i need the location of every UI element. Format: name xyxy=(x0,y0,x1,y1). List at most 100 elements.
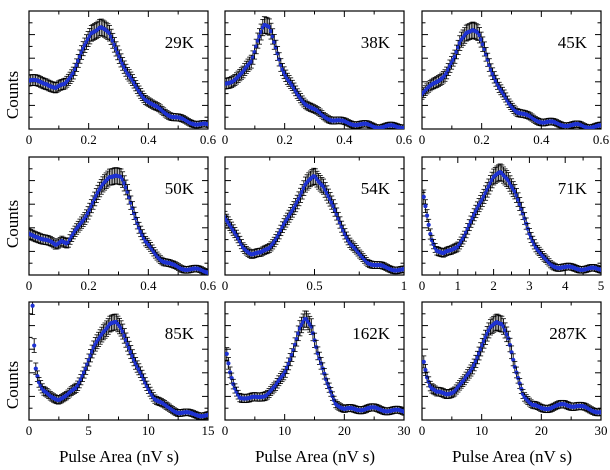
data-point xyxy=(293,203,298,208)
data-point xyxy=(138,370,143,375)
y-axis-label-row-3: Counts xyxy=(3,361,22,409)
data-point xyxy=(118,58,124,63)
data-point xyxy=(140,232,145,237)
x-tick-label: 0.4 xyxy=(533,132,550,147)
temperature-label: 45K xyxy=(558,33,588,52)
data-point xyxy=(334,211,339,217)
data-point xyxy=(297,326,303,331)
data-point xyxy=(481,339,487,344)
data-point xyxy=(465,226,470,231)
data-point xyxy=(475,355,480,360)
data-point xyxy=(501,324,506,329)
data-point xyxy=(509,350,514,355)
data-point xyxy=(517,201,522,207)
data-point xyxy=(401,409,404,414)
data-point xyxy=(449,60,454,65)
panel: 0 0.2 0.4 0.6 29K xyxy=(26,10,217,147)
y-axis-label-row-1: Counts xyxy=(3,71,22,119)
data-point xyxy=(300,189,305,194)
data-point xyxy=(298,193,303,198)
x-tick-label: 0.4 xyxy=(140,278,157,293)
data-point xyxy=(120,61,125,66)
data-point xyxy=(87,207,92,212)
data-point xyxy=(325,381,330,386)
data-point xyxy=(125,189,130,194)
data-point xyxy=(473,209,478,214)
x-tick-label: 20 xyxy=(338,423,351,438)
x-tick-label: 0.6 xyxy=(200,132,217,147)
x-tick-label: 15 xyxy=(202,423,215,438)
data-point xyxy=(78,377,83,382)
data-point xyxy=(514,193,519,198)
x-axis-label-col-3: Pulse Area (nV s) xyxy=(452,447,572,466)
data-point xyxy=(296,196,301,201)
temperature-label: 54K xyxy=(361,179,391,198)
data-point xyxy=(268,29,274,34)
x-tick-label: 30 xyxy=(595,423,608,438)
data-point xyxy=(280,67,285,72)
data-point xyxy=(71,70,76,76)
temperature-label: 38K xyxy=(361,33,391,52)
data-point xyxy=(255,38,260,43)
panel: 0 10 20 30 162K xyxy=(222,301,411,438)
temperature-label: 29K xyxy=(165,33,195,52)
x-tick-label: 0.2 xyxy=(474,132,490,147)
x-tick-label: 20 xyxy=(535,423,548,438)
data-point xyxy=(295,199,300,205)
data-point xyxy=(401,267,404,272)
data-point xyxy=(522,216,527,221)
data-point xyxy=(85,362,90,367)
data-point xyxy=(289,352,294,358)
x-tick-label: 0 xyxy=(419,423,426,438)
x-tick-label: 5 xyxy=(598,278,605,293)
data-point xyxy=(488,67,494,72)
data-point xyxy=(452,54,457,59)
data-point xyxy=(284,365,290,371)
panel-frame xyxy=(28,10,209,130)
data-point xyxy=(423,204,428,209)
data-point xyxy=(288,357,293,362)
x-tick-label: 4 xyxy=(562,278,569,293)
data-point xyxy=(250,55,256,60)
x-tick-label: 0.5 xyxy=(306,278,322,293)
x-tick-label: 0.6 xyxy=(593,132,610,147)
data-point xyxy=(252,50,257,55)
data-series xyxy=(30,302,208,420)
x-tick-label: 30 xyxy=(398,423,411,438)
x-tick-label: 0 xyxy=(26,278,33,293)
data-series xyxy=(225,16,404,129)
data-point xyxy=(74,63,79,68)
data-point xyxy=(456,45,461,50)
data-point xyxy=(446,67,451,72)
data-point xyxy=(324,190,329,196)
data-point xyxy=(422,359,426,364)
data-point xyxy=(480,343,485,348)
data-series xyxy=(422,313,601,417)
data-point xyxy=(205,122,208,127)
data-point xyxy=(86,210,91,215)
temperature-label: 287K xyxy=(549,324,588,343)
data-point xyxy=(272,39,277,44)
data-point xyxy=(225,351,229,357)
panel: 0 0.2 0.4 0.6 38K xyxy=(222,10,413,147)
x-tick-label: 0.6 xyxy=(200,278,217,293)
data-point xyxy=(447,64,453,69)
data-point xyxy=(249,59,254,64)
data-point xyxy=(278,62,283,68)
x-tick-label: 0 xyxy=(222,423,229,438)
data-point xyxy=(457,40,462,46)
data-point xyxy=(122,65,127,70)
data-series xyxy=(225,167,404,275)
data-series xyxy=(29,18,208,129)
data-point xyxy=(138,229,143,234)
data-point xyxy=(423,367,428,373)
x-tick-label: 0.2 xyxy=(81,278,97,293)
data-point xyxy=(454,49,459,55)
data-point xyxy=(90,349,95,354)
x-tick-label: 3 xyxy=(526,278,533,293)
data-point xyxy=(133,361,138,366)
temperature-label: 50K xyxy=(165,179,195,198)
data-point xyxy=(136,225,142,230)
x-tick-label: 10 xyxy=(278,423,291,438)
